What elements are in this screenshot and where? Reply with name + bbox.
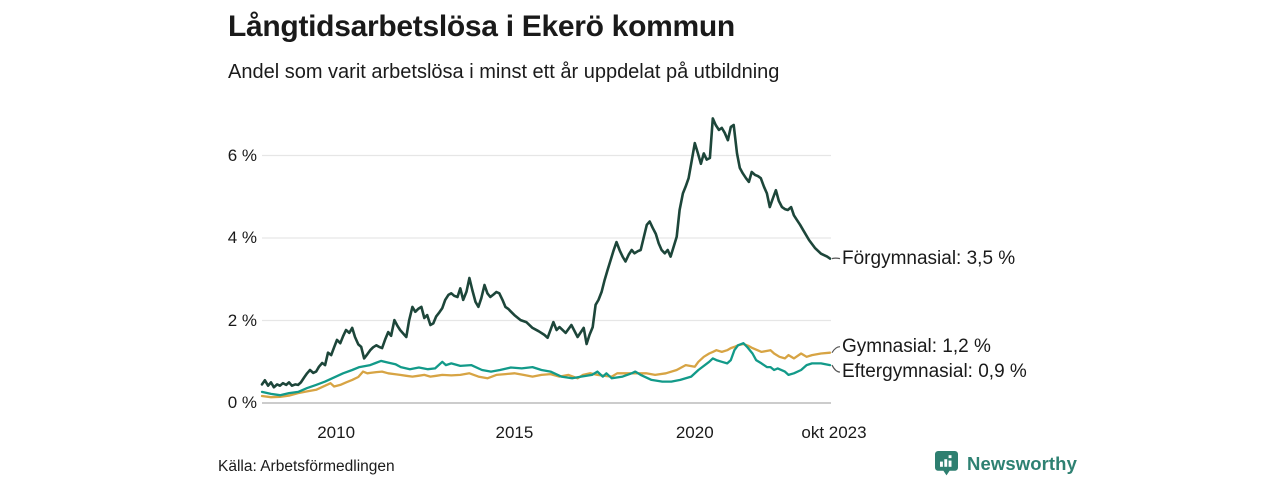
annotation-leader-eftergymnasial xyxy=(831,364,841,373)
x-tick-2020: 2020 xyxy=(675,423,714,442)
x-tick-okt-2023: okt 2023 xyxy=(801,423,867,442)
annotation-leader-gymnasial xyxy=(831,346,841,353)
annotation-leader-förgymnasial xyxy=(831,257,841,260)
y-tick-4: 4 % xyxy=(227,228,257,247)
series-line-förgymnasial xyxy=(260,117,832,389)
newsworthy-bubble-chart-icon xyxy=(935,451,958,476)
page-title: Långtidsarbetslösa i Ekerö kommun xyxy=(228,10,735,43)
newsworthy-wordmark: Newsworthy xyxy=(967,453,1077,474)
y-tick-0: 0 % xyxy=(227,393,257,412)
y-tick-6: 6 % xyxy=(227,145,257,165)
page-subtitle: Andel som varit arbetslösa i minst ett å… xyxy=(228,61,780,83)
x-tick-2015: 2015 xyxy=(495,423,534,442)
annotation-label-förgymnasial: Förgymnasial: 3,5 % xyxy=(842,247,1016,269)
y-tick-2: 2 % xyxy=(227,310,257,330)
newsworthy-logo: Newsworthy xyxy=(935,451,1077,477)
source-note: Källa: Arbetsförmedlingen xyxy=(218,458,395,475)
series-line-eftergymnasial xyxy=(260,342,832,397)
x-tick-2010: 2010 xyxy=(317,423,356,442)
annotation-label-eftergymnasial: Eftergymnasial: 0,9 % xyxy=(842,361,1027,383)
annotation-label-gymnasial: Gymnasial: 1,2 % xyxy=(842,335,991,357)
